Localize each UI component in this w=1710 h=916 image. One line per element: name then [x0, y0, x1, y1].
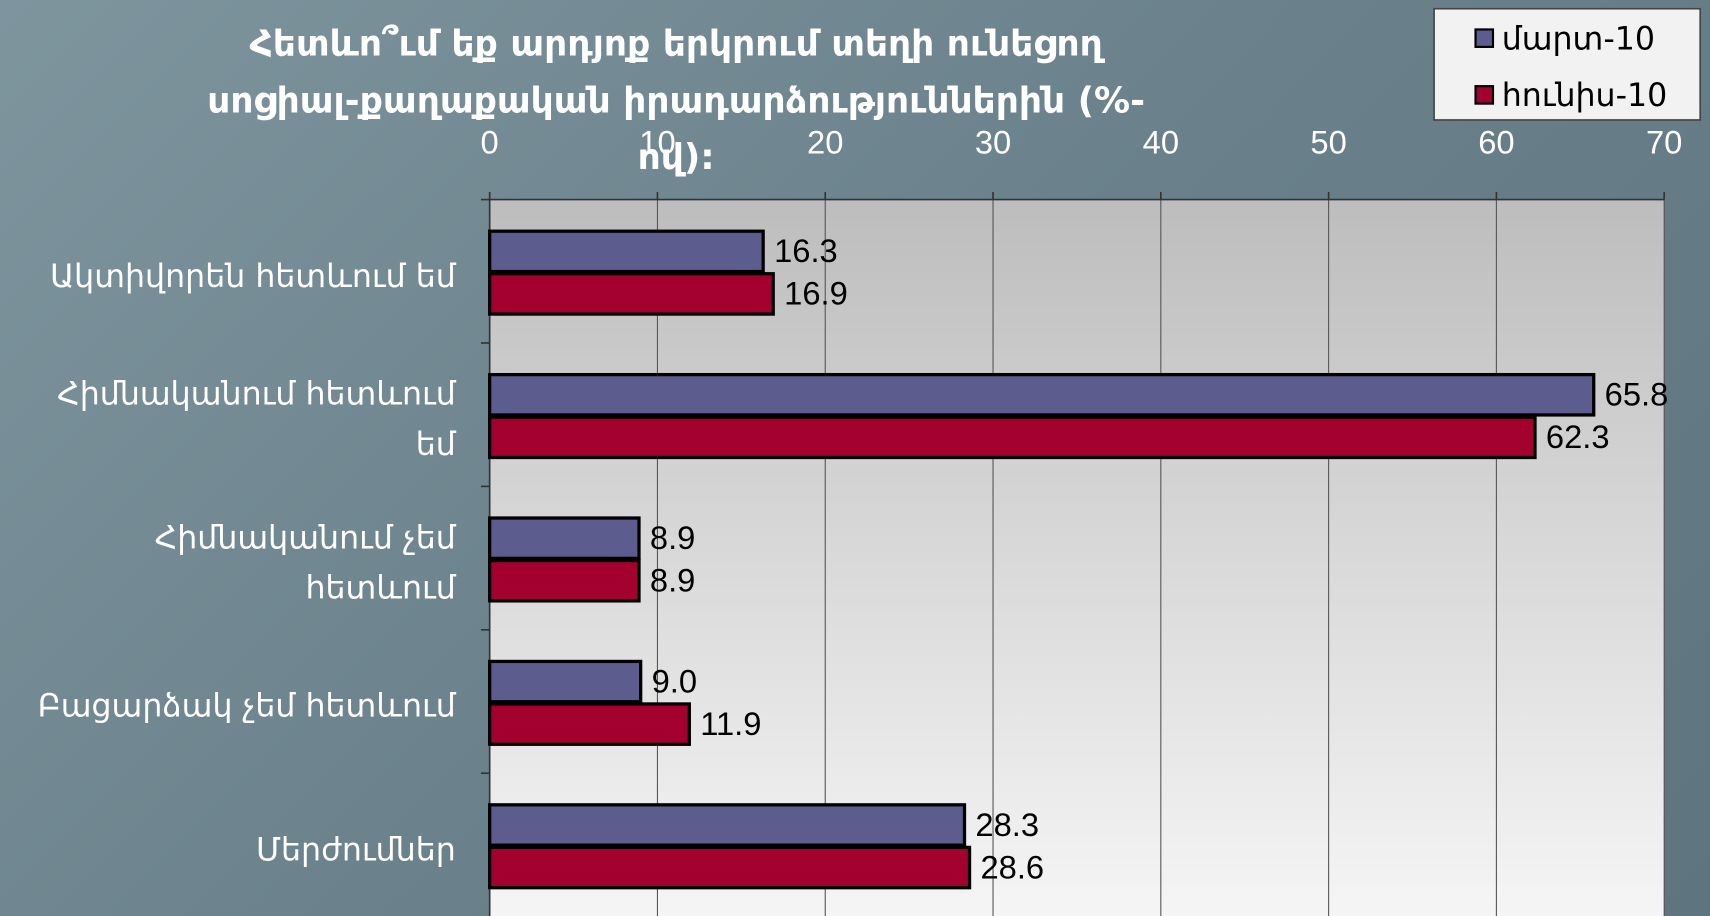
x-tick-label: 20	[807, 124, 843, 161]
data-label: 65.8	[1605, 376, 1669, 413]
x-tick-label: 0	[481, 124, 499, 161]
x-tick-label: 40	[1143, 124, 1179, 161]
data-label: 16.3	[774, 232, 838, 269]
legend-swatch	[1474, 28, 1495, 48]
data-label: 11.9	[700, 705, 761, 742]
x-tick-label: 30	[975, 124, 1011, 161]
y-tick-label: Բացարձակ չեմ հետևում	[37, 687, 456, 725]
y-tick-label: Մերժումներ	[255, 830, 456, 868]
x-tick-label: 70	[1646, 124, 1682, 161]
legend-label: հունիս-10	[1502, 78, 1668, 114]
data-label: 9.0	[652, 662, 697, 699]
y-tick-label: Հիմնականում չեմ հետևում	[154, 518, 456, 607]
bar	[488, 415, 1537, 460]
x-tick-label: 10	[639, 124, 675, 161]
bar	[488, 229, 765, 274]
data-label: 28.3	[975, 806, 1039, 843]
x-tick-label: 50	[1310, 124, 1346, 161]
bar	[488, 516, 641, 561]
data-label: 8.9	[650, 562, 695, 599]
bar	[488, 702, 691, 746]
y-tick-label: Հիմնականում հետևում եմ	[57, 375, 456, 463]
bar	[488, 272, 775, 316]
data-label: 62.3	[1546, 418, 1610, 455]
bar	[488, 558, 641, 603]
legend-label: մարտ-10	[1502, 21, 1655, 57]
chart-title: Հետևո՞ւմ եք արդյոք երկրում տեղի ունեցող …	[207, 21, 1146, 178]
bar	[488, 845, 972, 890]
legend-swatch	[1474, 85, 1495, 105]
data-label: 16.9	[784, 275, 848, 312]
bar	[488, 803, 967, 847]
x-tick-label: 60	[1478, 124, 1514, 161]
bar	[488, 659, 643, 704]
data-label: 8.9	[650, 519, 695, 556]
data-label: 28.6	[980, 848, 1044, 885]
plot-area	[489, 199, 1665, 916]
bar	[488, 372, 1596, 417]
y-tick-label: Ակտիվորեն հետևում եմ	[49, 257, 456, 295]
